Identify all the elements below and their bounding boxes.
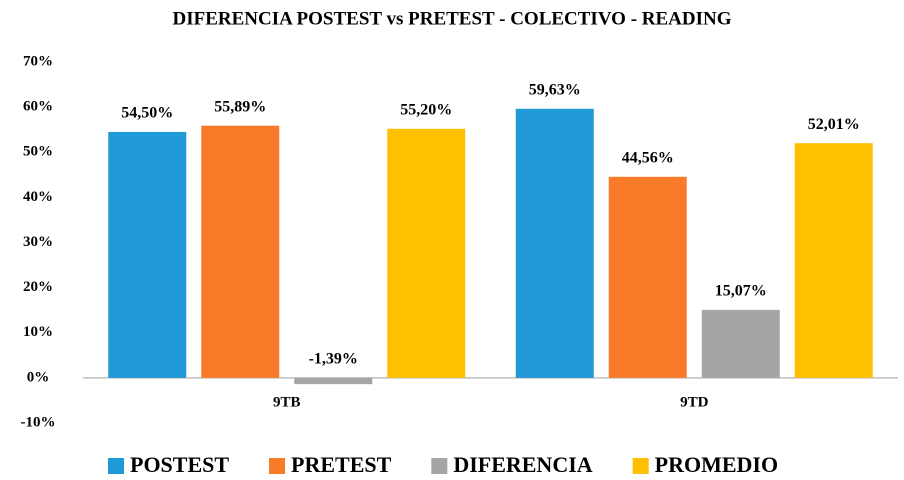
value-label: 44,56% xyxy=(622,149,674,166)
bar xyxy=(794,143,873,378)
bar xyxy=(608,176,687,378)
bar xyxy=(108,131,187,378)
value-label: 55,89% xyxy=(214,98,266,115)
legend-swatch xyxy=(108,458,124,474)
bar xyxy=(201,125,280,378)
value-label: -1,39% xyxy=(309,351,358,368)
value-label: 59,63% xyxy=(529,81,581,98)
chart-title: DIFERENCIA POSTEST vs PRETEST - COLECTIV… xyxy=(172,8,731,29)
legend-label: DIFERENCIA xyxy=(453,452,592,477)
y-tick-label: 20% xyxy=(23,279,53,295)
bar xyxy=(701,309,780,378)
bar xyxy=(515,108,594,378)
x-tick-label: 9TD xyxy=(680,394,709,410)
legend-label: PROMEDIO xyxy=(655,452,778,477)
bar xyxy=(294,377,373,385)
legend-swatch xyxy=(632,458,649,474)
y-tick-label: 70% xyxy=(23,53,53,69)
y-tick-label: 0% xyxy=(27,369,50,385)
value-label: 54,50% xyxy=(121,105,173,122)
value-label: 55,20% xyxy=(400,101,452,118)
value-label: 52,01% xyxy=(808,116,860,133)
x-tick-label: 9TB xyxy=(273,394,301,410)
legend-swatch xyxy=(431,458,448,474)
legend-label: POSTEST xyxy=(130,452,229,477)
legend-label: PRETEST xyxy=(291,452,392,477)
y-tick-label: 10% xyxy=(23,324,53,340)
bar xyxy=(387,128,466,378)
y-tick-label: 50% xyxy=(23,144,53,160)
y-tick-label: 30% xyxy=(23,234,53,250)
value-label: 15,07% xyxy=(715,283,767,300)
legend-swatch xyxy=(269,458,286,474)
y-tick-label: 40% xyxy=(23,189,53,205)
y-tick-label: -10% xyxy=(21,414,56,430)
y-tick-label: 60% xyxy=(23,99,53,115)
